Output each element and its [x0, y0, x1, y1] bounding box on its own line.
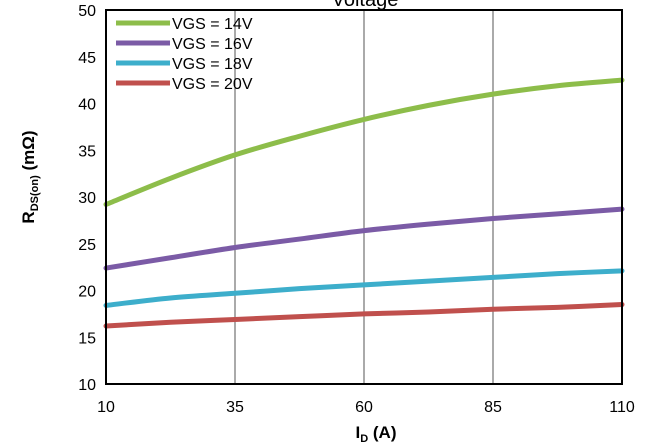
- y-tick-labels: 10 15 20 25 30 35 40 45 50: [78, 3, 96, 394]
- plot-frame: [105, 9, 623, 385]
- x-tick-60: 60: [355, 399, 373, 416]
- y-tick-25: 25: [78, 237, 96, 254]
- legend: VGS = 14V VGS = 16V VGS = 18V VGS = 20V: [116, 16, 253, 93]
- legend-label-3: VGS = 18V: [172, 56, 253, 73]
- series-layer: [103, 77, 625, 329]
- y-tick-10: 10: [78, 377, 96, 394]
- grid-lines: [234, 10, 494, 384]
- chart-title: Voltage: [332, 0, 399, 11]
- y-axis-label: RDS(on) (mΩ): [19, 130, 41, 223]
- y-tick-20: 20: [78, 284, 96, 301]
- y-tick-50: 50: [78, 3, 96, 20]
- x-tick-35: 35: [226, 399, 244, 416]
- legend-label-4: VGS = 20V: [172, 76, 253, 93]
- x-tick-labels: 10 35 60 85 110: [97, 399, 635, 416]
- y-tick-45: 45: [78, 50, 96, 67]
- x-tick-85: 85: [484, 399, 502, 416]
- y-tick-35: 35: [78, 143, 96, 160]
- x-tick-110: 110: [609, 399, 635, 416]
- x-axis-label: ID (A): [355, 423, 396, 445]
- legend-label-2: VGS = 16V: [172, 36, 253, 53]
- y-tick-15: 15: [78, 330, 96, 347]
- series-line-4: [103, 302, 625, 329]
- y-tick-30: 30: [78, 190, 96, 207]
- series-line-1: [103, 77, 625, 207]
- legend-label-1: VGS = 14V: [172, 16, 253, 33]
- series-line-2: [103, 206, 625, 271]
- x-tick-10: 10: [97, 399, 115, 416]
- y-tick-40: 40: [78, 97, 96, 114]
- series-line-3: [103, 268, 625, 308]
